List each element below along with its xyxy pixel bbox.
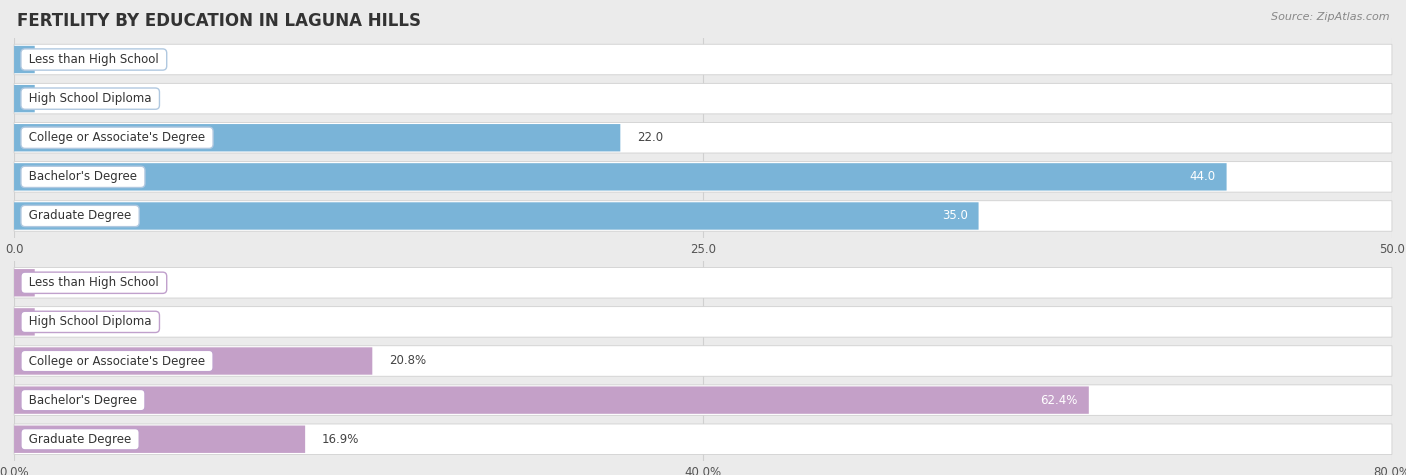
FancyBboxPatch shape (14, 346, 1392, 376)
FancyBboxPatch shape (14, 163, 1226, 190)
Text: Less than High School: Less than High School (25, 53, 163, 66)
Text: High School Diploma: High School Diploma (25, 315, 155, 328)
FancyBboxPatch shape (14, 387, 1088, 414)
Text: 22.0: 22.0 (637, 131, 664, 144)
Text: 20.8%: 20.8% (389, 354, 426, 368)
Text: 62.4%: 62.4% (1040, 394, 1078, 407)
FancyBboxPatch shape (14, 307, 1392, 337)
FancyBboxPatch shape (14, 201, 1392, 231)
Text: 35.0: 35.0 (942, 209, 967, 222)
FancyBboxPatch shape (14, 85, 35, 112)
FancyBboxPatch shape (14, 84, 1392, 114)
Text: 16.9%: 16.9% (322, 433, 359, 446)
Text: College or Associate's Degree: College or Associate's Degree (25, 354, 209, 368)
FancyBboxPatch shape (14, 123, 1392, 153)
FancyBboxPatch shape (14, 46, 35, 73)
Text: High School Diploma: High School Diploma (25, 92, 155, 105)
FancyBboxPatch shape (14, 124, 620, 152)
Text: Bachelor's Degree: Bachelor's Degree (25, 171, 141, 183)
Text: FERTILITY BY EDUCATION IN LAGUNA HILLS: FERTILITY BY EDUCATION IN LAGUNA HILLS (17, 12, 420, 30)
Text: 0.0: 0.0 (51, 53, 70, 66)
Text: 0.0%: 0.0% (51, 315, 82, 328)
Text: Graduate Degree: Graduate Degree (25, 209, 135, 222)
FancyBboxPatch shape (14, 426, 305, 453)
FancyBboxPatch shape (14, 269, 35, 296)
FancyBboxPatch shape (14, 424, 1392, 455)
Text: 44.0: 44.0 (1189, 171, 1216, 183)
FancyBboxPatch shape (14, 347, 373, 375)
FancyBboxPatch shape (14, 202, 979, 230)
Text: 0.0%: 0.0% (51, 276, 82, 289)
FancyBboxPatch shape (14, 162, 1392, 192)
FancyBboxPatch shape (14, 385, 1392, 415)
Text: Source: ZipAtlas.com: Source: ZipAtlas.com (1271, 12, 1389, 22)
FancyBboxPatch shape (14, 44, 1392, 75)
Text: 0.0: 0.0 (51, 92, 70, 105)
Text: Bachelor's Degree: Bachelor's Degree (25, 394, 141, 407)
FancyBboxPatch shape (14, 267, 1392, 298)
FancyBboxPatch shape (14, 308, 35, 335)
Text: College or Associate's Degree: College or Associate's Degree (25, 131, 209, 144)
Text: Less than High School: Less than High School (25, 276, 163, 289)
Text: Graduate Degree: Graduate Degree (25, 433, 135, 446)
